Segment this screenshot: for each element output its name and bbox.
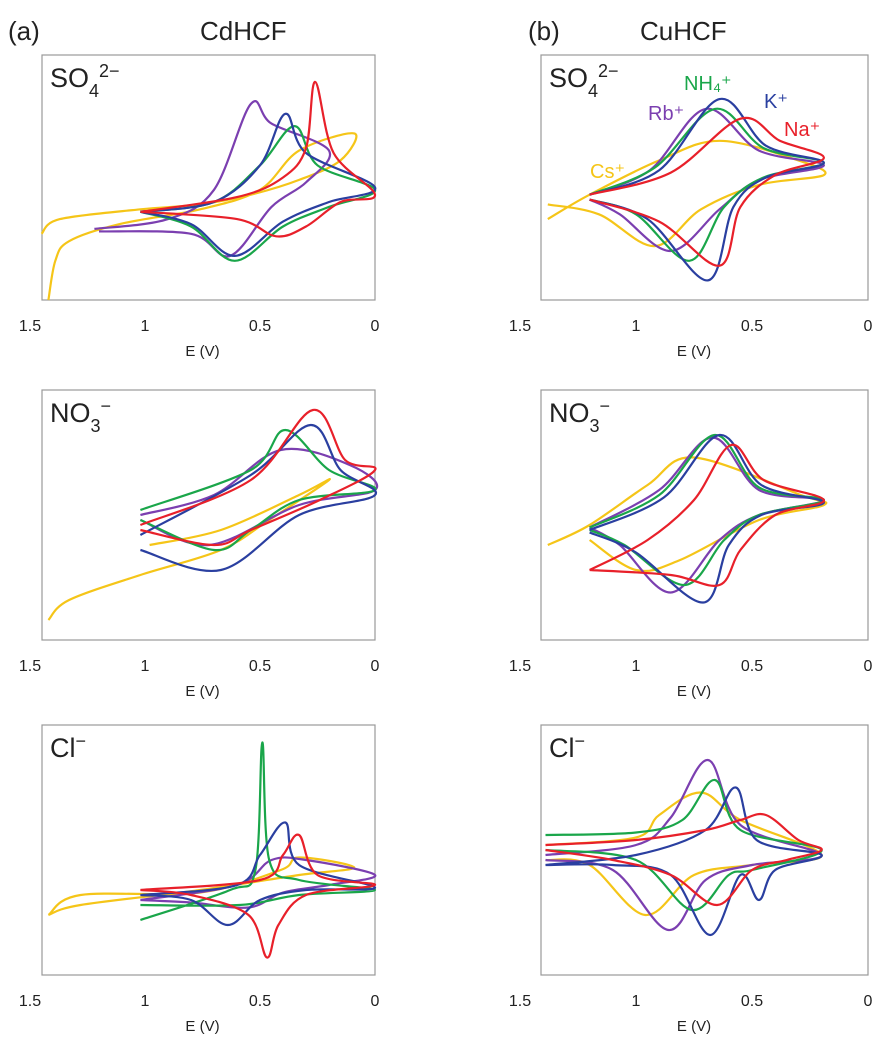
title-base: Cl	[50, 733, 76, 763]
x-axis-label: E (V)	[185, 683, 219, 700]
x-tick-label: 1	[141, 318, 150, 335]
x-tick-label: 0.5	[249, 658, 271, 675]
plot-frame	[540, 54, 869, 301]
x-tick-label: 0.5	[249, 993, 271, 1010]
cv-curve	[140, 821, 377, 927]
cv-curve	[589, 443, 826, 587]
cv-curve	[589, 97, 826, 282]
x-tick-label: 0	[371, 658, 380, 675]
title-base: Cl	[549, 733, 575, 763]
cv-curve	[140, 741, 377, 922]
cv-curve	[139, 408, 377, 547]
cv-curve	[589, 116, 825, 267]
legend-label: Na⁺	[784, 119, 820, 141]
title-sup: −	[76, 731, 87, 751]
panel-label: (a)	[8, 16, 40, 46]
cv-curve	[140, 833, 377, 959]
cv-curve	[547, 139, 827, 248]
x-tick-label: 0	[864, 993, 873, 1010]
title-sub: 3	[590, 416, 600, 436]
title-base: NO	[549, 398, 590, 428]
x-tick-label: 1.5	[509, 318, 531, 335]
x-tick-label: 0	[864, 318, 873, 335]
title-sup: 2−	[598, 61, 619, 81]
x-tick-label: 1.5	[19, 658, 41, 675]
plot-title: SO42−	[549, 61, 619, 101]
title-sub: 4	[588, 81, 598, 101]
legend-label: K⁺	[764, 91, 788, 113]
title-sub: 3	[91, 416, 101, 436]
x-tick-label: 1.5	[509, 993, 531, 1010]
x-axis-label: E (V)	[677, 683, 711, 700]
x-tick-label: 1	[141, 993, 150, 1010]
title-sup: −	[575, 731, 586, 751]
legend-label: Rb⁺	[648, 103, 684, 125]
x-tick-label: 1.5	[19, 993, 41, 1010]
legend-label: NH₄⁺	[684, 73, 732, 95]
x-tick-label: 1	[632, 658, 641, 675]
plot-frame	[41, 724, 376, 976]
x-tick-label: 0	[864, 658, 873, 675]
x-tick-label: 1.5	[509, 658, 531, 675]
title-base: SO	[50, 63, 89, 93]
plot-title: SO42−	[50, 61, 120, 101]
x-axis-label: E (V)	[185, 343, 219, 360]
cv-curve	[545, 812, 823, 907]
title-sup: 2−	[99, 61, 120, 81]
plot-frame	[540, 389, 869, 641]
x-tick-label: 0.5	[741, 993, 763, 1010]
x-tick-label: 0.5	[741, 658, 763, 675]
cv-curve	[47, 477, 331, 621]
cv-curve	[140, 80, 377, 238]
legend-label: Cs⁺	[590, 161, 625, 183]
cv-curve	[547, 456, 828, 573]
cv-curve	[140, 112, 377, 258]
panel-label: (b)	[528, 16, 560, 46]
cv-curve	[40, 132, 358, 301]
x-tick-label: 0.5	[741, 318, 763, 335]
title-sup: −	[600, 396, 611, 416]
x-tick-label: 1	[632, 993, 641, 1010]
plot-title: Cl−	[549, 731, 585, 763]
plot-title: NO3−	[549, 396, 610, 436]
cv-curve	[139, 447, 379, 547]
x-axis-label: E (V)	[185, 1018, 219, 1035]
x-tick-label: 1	[632, 318, 641, 335]
title-base: SO	[549, 63, 588, 93]
x-tick-label: 0.5	[249, 318, 271, 335]
panel-title: CdHCF	[200, 16, 287, 46]
title-base: NO	[50, 398, 91, 428]
x-tick-label: 0	[371, 993, 380, 1010]
title-sub: 4	[89, 81, 99, 101]
title-sup: −	[101, 396, 112, 416]
x-tick-label: 1	[141, 658, 150, 675]
x-tick-label: 1.5	[19, 318, 41, 335]
cv-curve	[589, 107, 826, 253]
x-axis-label: E (V)	[677, 343, 711, 360]
plot-title: Cl−	[50, 731, 86, 763]
plot-frame	[540, 724, 869, 976]
plot-frame	[41, 389, 376, 641]
plot-title: NO3−	[50, 396, 111, 436]
panel-title: CuHCF	[640, 16, 727, 46]
cv-curve	[545, 791, 823, 917]
cv-curve	[139, 423, 378, 573]
x-axis-label: E (V)	[677, 1018, 711, 1035]
plot-frame	[41, 54, 376, 301]
x-tick-label: 0	[371, 318, 380, 335]
